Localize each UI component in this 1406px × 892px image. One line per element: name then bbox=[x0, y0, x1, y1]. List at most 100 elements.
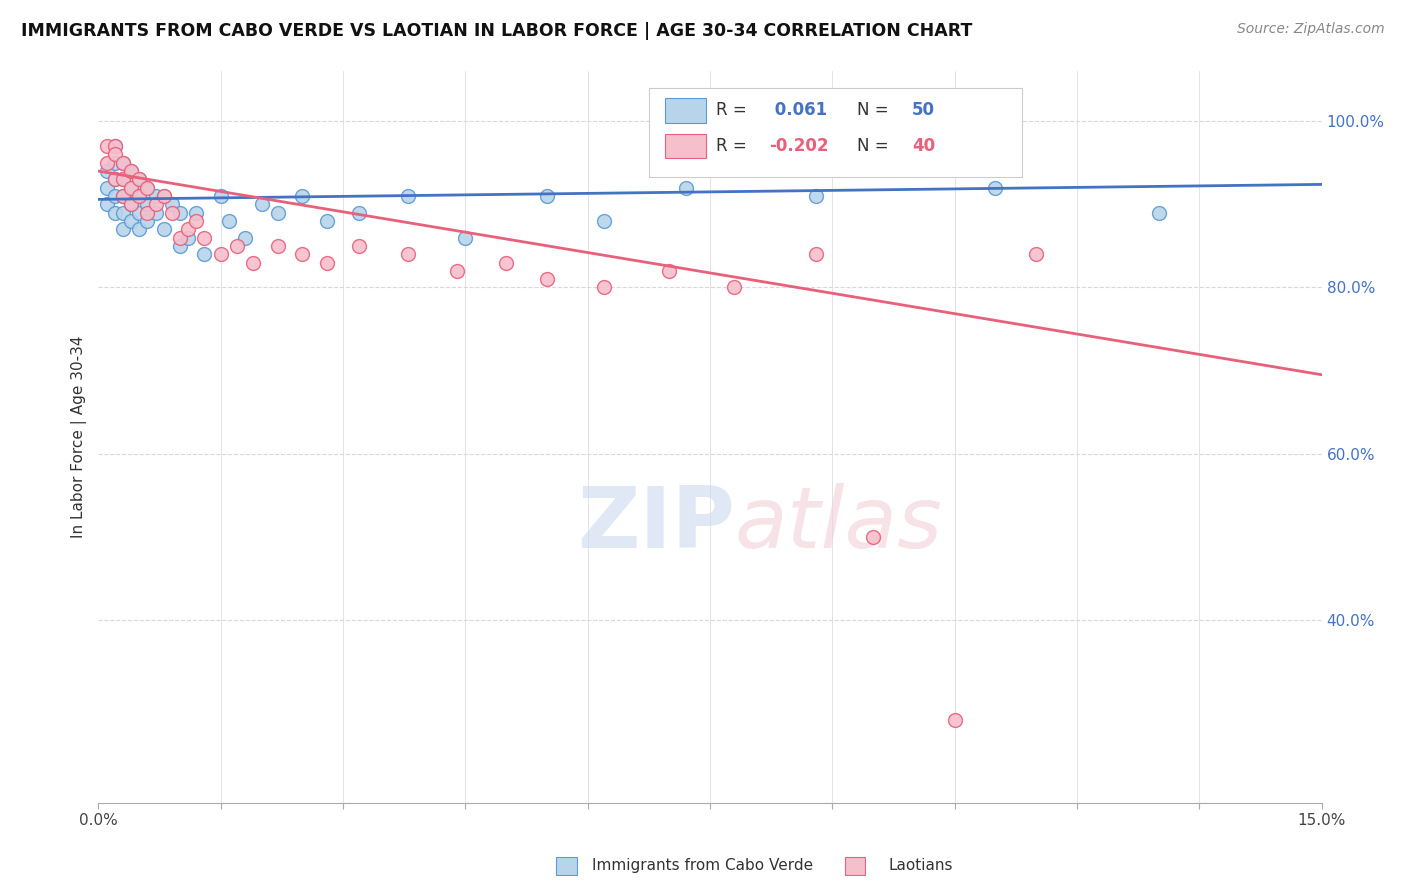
Point bbox=[536, 272, 558, 286]
Text: 0.061: 0.061 bbox=[769, 101, 827, 120]
Point bbox=[136, 197, 159, 211]
Point bbox=[120, 164, 142, 178]
Point bbox=[1025, 247, 1047, 261]
Point bbox=[675, 180, 697, 194]
Point bbox=[152, 189, 174, 203]
Point bbox=[111, 172, 134, 186]
Point bbox=[120, 164, 142, 178]
Point bbox=[349, 239, 371, 253]
Text: Source: ZipAtlas.com: Source: ZipAtlas.com bbox=[1237, 22, 1385, 37]
Point bbox=[145, 205, 167, 219]
Point bbox=[120, 214, 142, 228]
Point bbox=[128, 189, 150, 203]
Point bbox=[160, 197, 183, 211]
Text: 50: 50 bbox=[912, 101, 935, 120]
Point bbox=[267, 239, 290, 253]
Point bbox=[111, 156, 134, 170]
Point bbox=[104, 147, 127, 161]
Point bbox=[984, 180, 1007, 194]
Point bbox=[315, 255, 337, 269]
Text: N =: N = bbox=[856, 101, 894, 120]
Point bbox=[446, 264, 468, 278]
Point bbox=[186, 205, 208, 219]
Point bbox=[104, 205, 127, 219]
Point bbox=[111, 205, 134, 219]
Point bbox=[209, 247, 232, 261]
Point bbox=[96, 139, 118, 153]
Text: R =: R = bbox=[716, 101, 752, 120]
Point bbox=[349, 205, 371, 219]
Text: atlas: atlas bbox=[734, 483, 942, 566]
Point bbox=[128, 189, 150, 203]
Point bbox=[128, 172, 150, 186]
FancyBboxPatch shape bbox=[665, 134, 706, 159]
Point bbox=[495, 255, 517, 269]
Point bbox=[804, 189, 827, 203]
Point bbox=[96, 197, 118, 211]
Point bbox=[536, 189, 558, 203]
Point bbox=[104, 139, 127, 153]
Text: ZIP: ZIP bbox=[576, 483, 734, 566]
Point bbox=[96, 156, 118, 170]
Point bbox=[186, 214, 208, 228]
FancyBboxPatch shape bbox=[665, 98, 706, 123]
Point bbox=[804, 247, 827, 261]
Point bbox=[120, 180, 142, 194]
Text: Laotians: Laotians bbox=[889, 858, 953, 872]
Point bbox=[96, 180, 118, 194]
Point bbox=[104, 156, 127, 170]
Point bbox=[396, 247, 419, 261]
Text: 40: 40 bbox=[912, 137, 935, 155]
Point bbox=[111, 189, 134, 203]
Point bbox=[723, 280, 745, 294]
Point bbox=[111, 172, 134, 186]
Point bbox=[128, 172, 150, 186]
Point bbox=[291, 247, 314, 261]
Point bbox=[96, 164, 118, 178]
Point bbox=[250, 197, 273, 211]
Point bbox=[104, 172, 127, 186]
Point bbox=[128, 222, 150, 236]
Point bbox=[169, 230, 191, 244]
Point bbox=[193, 230, 215, 244]
Y-axis label: In Labor Force | Age 30-34: In Labor Force | Age 30-34 bbox=[72, 335, 87, 539]
Point bbox=[209, 189, 232, 203]
Point bbox=[169, 205, 191, 219]
Point bbox=[193, 247, 215, 261]
Point bbox=[1147, 205, 1170, 219]
Point bbox=[136, 180, 159, 194]
Text: N =: N = bbox=[856, 137, 894, 155]
Point bbox=[177, 230, 200, 244]
Point bbox=[177, 222, 200, 236]
Point bbox=[120, 197, 142, 211]
Point bbox=[136, 214, 159, 228]
Point bbox=[145, 189, 167, 203]
Point bbox=[233, 230, 256, 244]
Point bbox=[120, 197, 142, 211]
Point bbox=[226, 239, 249, 253]
Point bbox=[136, 180, 159, 194]
Point bbox=[943, 713, 966, 727]
Point bbox=[396, 189, 419, 203]
Point bbox=[862, 530, 884, 544]
Text: -0.202: -0.202 bbox=[769, 137, 828, 155]
Point bbox=[152, 189, 174, 203]
Text: R =: R = bbox=[716, 137, 752, 155]
Point bbox=[160, 205, 183, 219]
Point bbox=[111, 156, 134, 170]
Point bbox=[218, 214, 240, 228]
FancyBboxPatch shape bbox=[650, 88, 1022, 178]
Point bbox=[111, 222, 134, 236]
Point bbox=[593, 214, 616, 228]
Point bbox=[658, 264, 681, 278]
Text: Immigrants from Cabo Verde: Immigrants from Cabo Verde bbox=[592, 858, 814, 872]
Point bbox=[291, 189, 314, 203]
Point bbox=[120, 180, 142, 194]
Point bbox=[111, 189, 134, 203]
Point bbox=[267, 205, 290, 219]
Point bbox=[104, 139, 127, 153]
Point bbox=[152, 222, 174, 236]
Point bbox=[104, 172, 127, 186]
Point bbox=[315, 214, 337, 228]
Point bbox=[136, 205, 159, 219]
